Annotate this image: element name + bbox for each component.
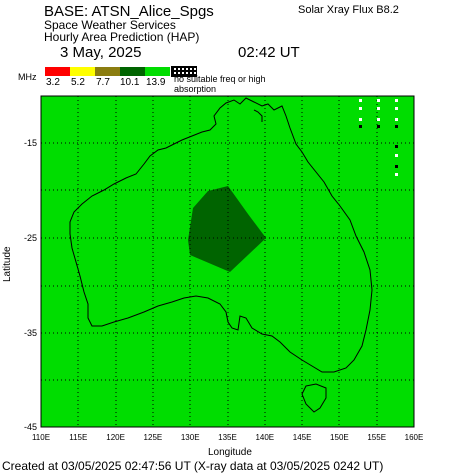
legend-tick: 7.7 (96, 77, 110, 88)
creation-footer: Created at 03/05/2025 02:47:56 UT (X-ray… (2, 459, 384, 473)
longitude-labels: 110E 115E 120E 125E 130E 135E 140E 145E 150E 155E… (32, 433, 423, 442)
longitude-tick-label: 110E (32, 433, 50, 442)
longitude-tick-label: 160E (405, 433, 424, 442)
legend-swatch-darkgreen (120, 67, 145, 76)
latitude-tick-label: -45 (24, 422, 37, 432)
legend-swatch-yellow (70, 67, 95, 76)
legend-swatch-red (45, 67, 70, 76)
longitude-tick-label: 125E (144, 433, 163, 442)
legend-tick: 3.2 (46, 77, 60, 88)
longitude-tick-label: 155E (367, 433, 386, 442)
latitude-labels: -15 -25 -35 -45 (24, 138, 37, 432)
map-frame (40, 95, 415, 428)
legend-tick: 13.9 (146, 77, 166, 88)
service-name: Space Weather Services (44, 18, 176, 32)
legend-no-frequency-icon (171, 66, 197, 77)
legend-tick: 5.2 (71, 77, 85, 88)
legend-swatch-green (145, 67, 170, 76)
y-axis-label: Latitude (2, 246, 13, 282)
longitude-tick-label: 135E (218, 433, 237, 442)
legend-unit: MHz (18, 72, 37, 82)
product-name: Hourly Area Prediction (HAP) (44, 30, 200, 44)
x-axis-label: Longitude (208, 447, 252, 458)
prediction-time: 02:42 UT (238, 44, 300, 61)
legend-note: no suitable freq or high absorption (174, 74, 266, 94)
legend-swatch-olive (95, 67, 120, 76)
longitude-tick-label: 130E (181, 433, 200, 442)
longitude-tick-label: 115E (69, 433, 87, 442)
base-station-title: BASE: ATSN_Alice_Spgs (44, 3, 214, 20)
latitude-tick-label: -35 (24, 328, 37, 338)
prediction-date: 3 May, 2025 (60, 44, 142, 61)
australia-coastline (69, 97, 373, 413)
longitude-tick-label: 120E (106, 433, 125, 442)
no-frequency-markers (359, 99, 398, 176)
longitude-tick-label: 140E (255, 433, 274, 442)
longitude-tick-label: 145E (293, 433, 312, 442)
legend-tick: 10.1 (120, 77, 140, 88)
solar-xray-flux: Solar Xray Flux B8.2 (298, 4, 399, 16)
latitude-tick-label: -25 (24, 233, 37, 243)
longitude-tick-label: 150E (330, 433, 349, 442)
latitude-tick-label: -15 (24, 138, 37, 148)
high-frequency-zone (188, 186, 266, 272)
